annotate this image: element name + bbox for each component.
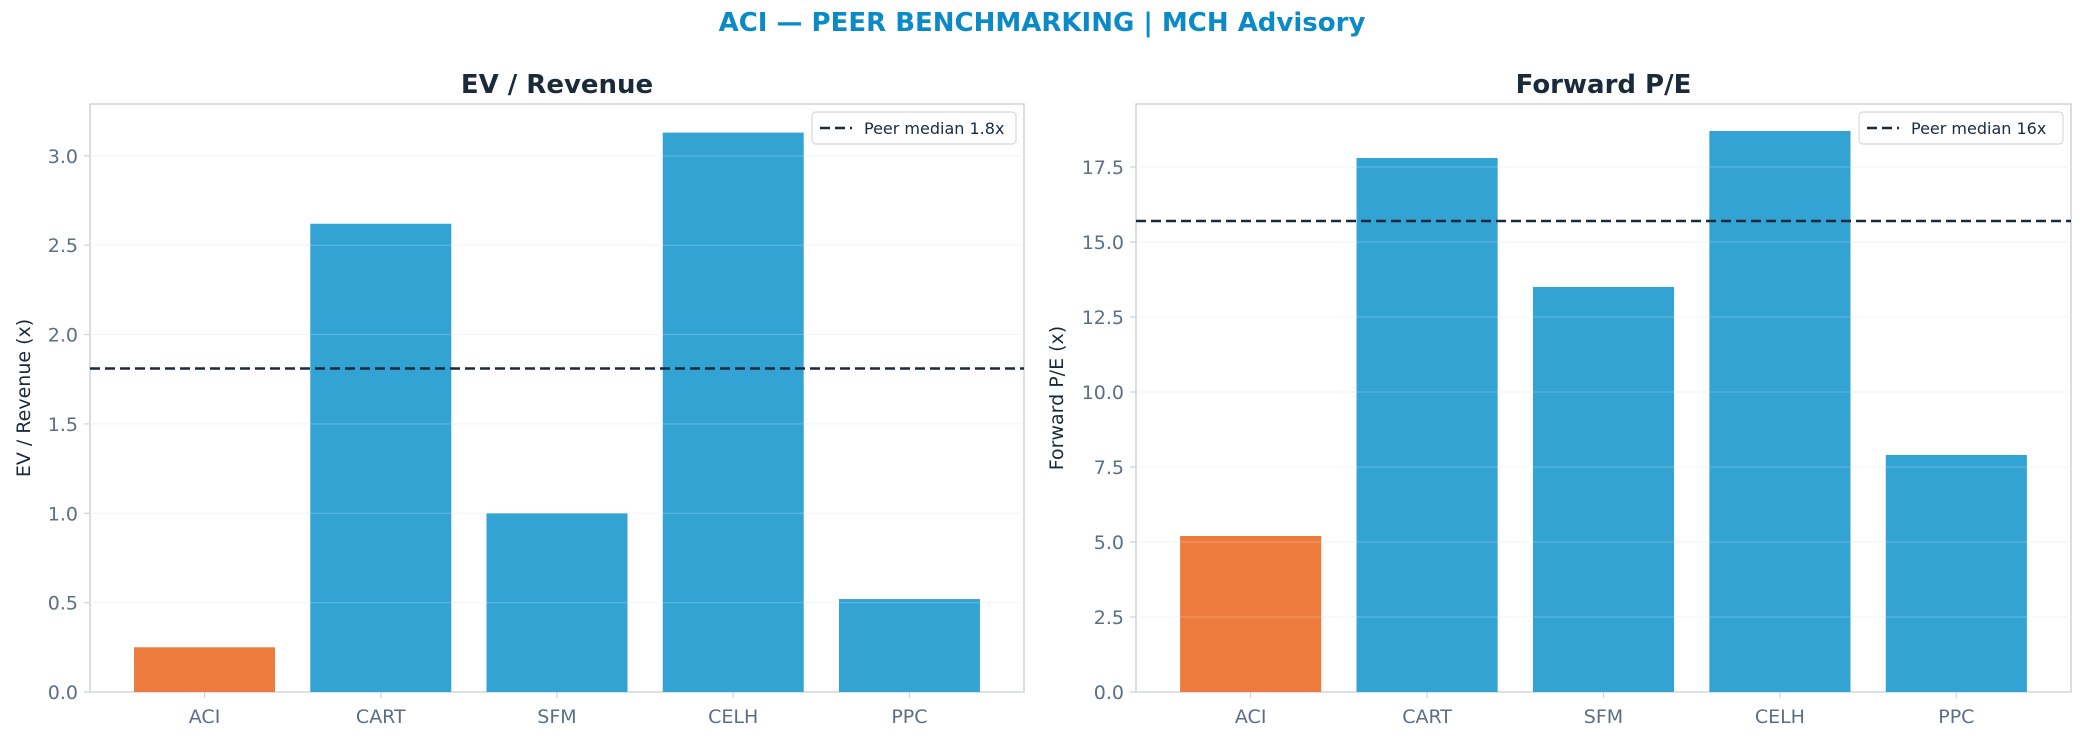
bar-aci — [134, 647, 276, 692]
legend-box — [811, 111, 1017, 145]
chart-panel: 0.0 0.5 1.0 1.5 2.0 2.5 3.0 ACI CART SFM CELH PPC EV… — [13, 70, 1025, 728]
x-tick-label: ACI — [189, 706, 221, 728]
x-tick-label: CART — [356, 706, 406, 728]
x-tick-label: SFM — [1584, 706, 1623, 728]
chart-title: Forward P/E — [1516, 70, 1692, 100]
x-tick-label: PPC — [891, 706, 927, 728]
bar-sfm — [1532, 287, 1675, 692]
y-tick-label: 15.0 — [1082, 232, 1124, 254]
chart-title: EV / Revenue — [461, 70, 653, 100]
bar-celh — [1709, 131, 1851, 692]
legend-label: Peer median 1.8x — [864, 119, 1004, 138]
x-tick-label: CELH — [708, 706, 758, 728]
bar-cart — [310, 223, 452, 692]
y-tick-label: 12.5 — [1082, 307, 1124, 329]
x-tick-label: CELH — [1755, 706, 1805, 728]
bar-cart — [1356, 158, 1498, 692]
y-tick-label: 10.0 — [1082, 382, 1124, 404]
y-tick-label: 7.5 — [1094, 457, 1124, 479]
x-tick-label: ACI — [1235, 706, 1267, 728]
y-tick-label: 2.5 — [48, 235, 78, 257]
y-tick-label: 17.5 — [1082, 157, 1124, 179]
legend-box — [1858, 111, 2064, 145]
x-tick-label: PPC — [1938, 706, 1974, 728]
y-tick-label: 1.0 — [48, 503, 78, 525]
x-tick-label: SFM — [537, 706, 576, 728]
bar-sfm — [486, 513, 628, 692]
figure-title: ACI — PEER BENCHMARKING | MCH Advisory — [718, 8, 1366, 38]
bar-ppc — [1885, 455, 2027, 692]
legend: Peer median 1.8x — [811, 111, 1017, 145]
y-axis-label: EV / Revenue (x) — [13, 319, 35, 477]
y-tick-label: 2.5 — [1094, 607, 1124, 629]
y-tick-label: 2.0 — [48, 325, 78, 347]
bar-aci — [1180, 536, 1322, 692]
y-axis-label: Forward P/E (x) — [1046, 326, 1068, 470]
bar-celh — [662, 132, 804, 692]
chart-panel: 0.0 2.5 5.0 7.5 10.0 12.5 15.0 17.5 ACI CART SFM CE… — [1046, 70, 2072, 728]
y-tick-label: 0.5 — [48, 593, 78, 615]
y-tick-label: 1.5 — [48, 414, 78, 436]
x-tick-label: CART — [1402, 706, 1452, 728]
legend-label: Peer median 16x — [1911, 119, 2046, 138]
bar-ppc — [838, 599, 980, 692]
y-tick-label: 5.0 — [1094, 532, 1124, 554]
y-tick-label: 3.0 — [48, 146, 78, 168]
y-tick-label: 0.0 — [48, 682, 78, 704]
legend: Peer median 16x — [1858, 111, 2064, 145]
y-tick-label: 0.0 — [1094, 682, 1124, 704]
